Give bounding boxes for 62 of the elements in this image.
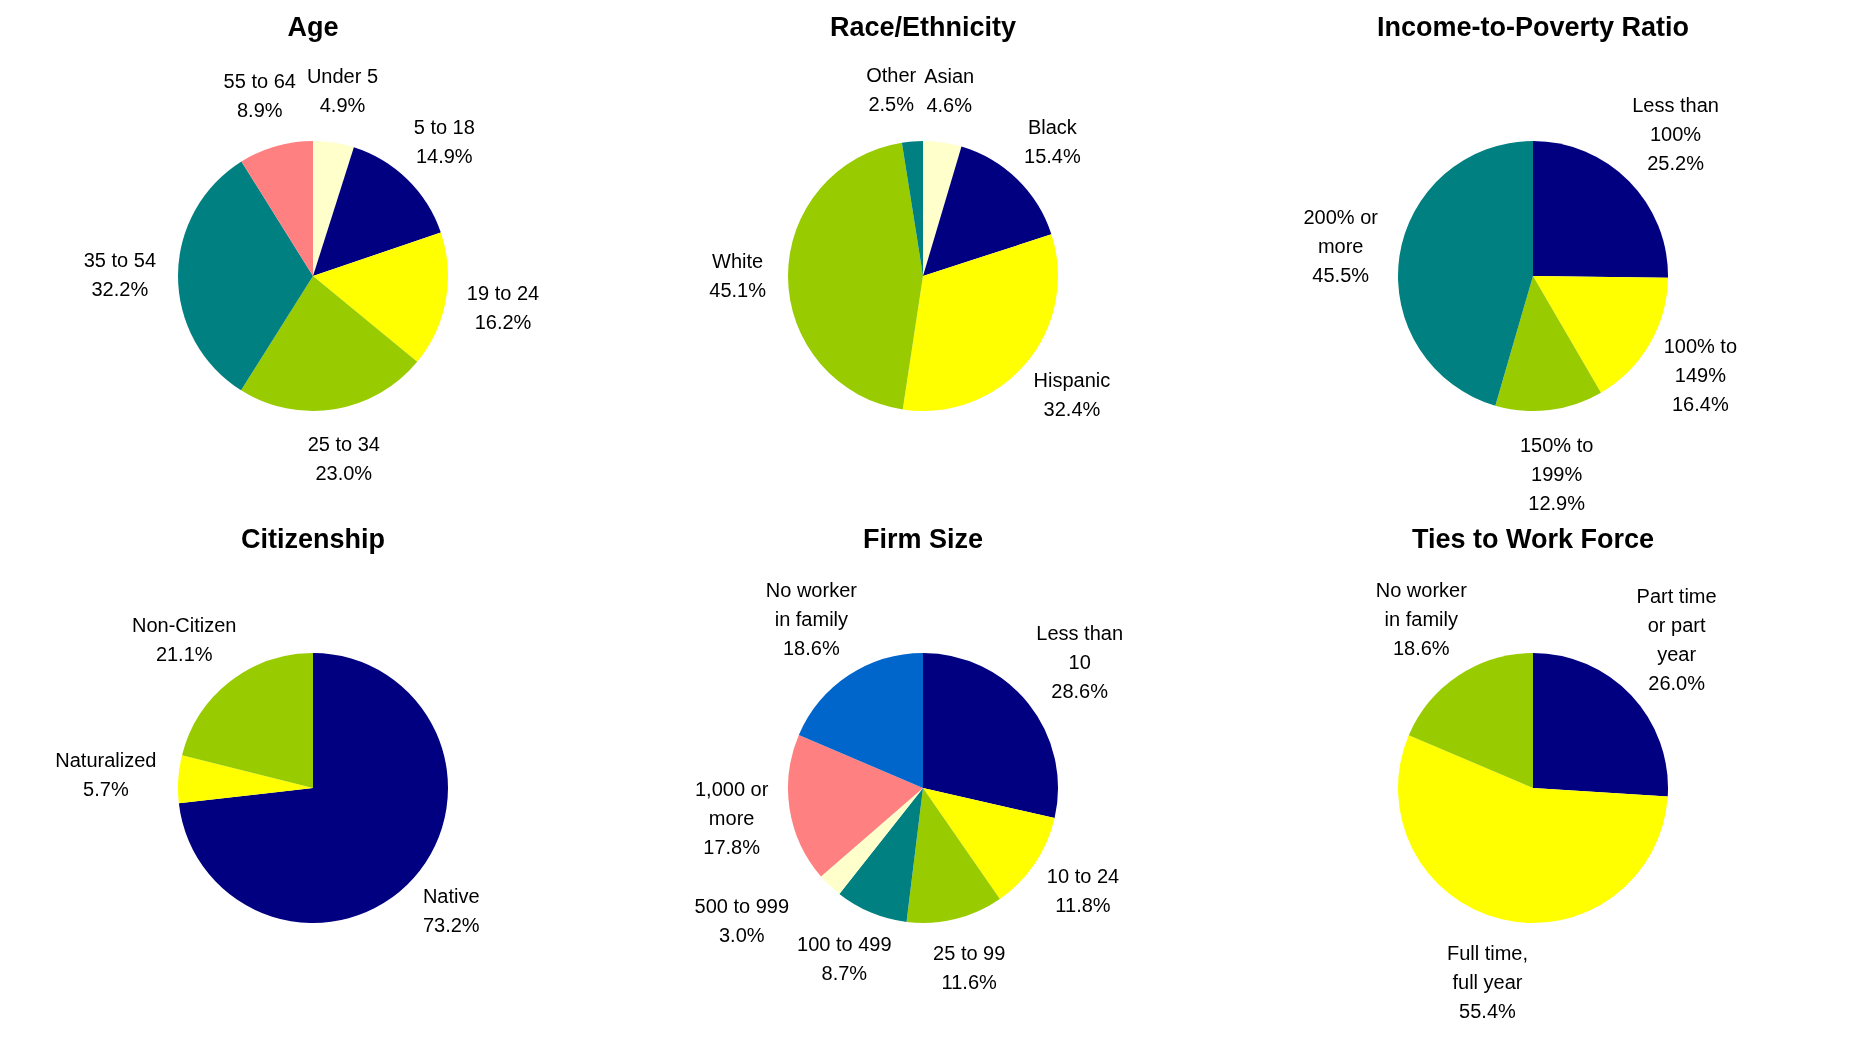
data-label: 5.7% [83, 777, 129, 800]
data-label: 11.8% [1055, 894, 1111, 917]
data-label: 16.4% [1671, 393, 1729, 416]
slice-label: Asian [924, 64, 975, 87]
chart-title: Citizenship [240, 523, 386, 556]
slice-label: Under 5 [306, 65, 379, 88]
chart-title: Income-to-Poverty Ratio [1375, 11, 1690, 44]
slice-label: Hispanic [1033, 369, 1111, 392]
data-label: 18.6% [782, 637, 840, 660]
slice-label: 100 to 499 [797, 932, 892, 955]
data-label: 4.6% [926, 93, 973, 116]
slice-label: Less than 10 [1036, 621, 1124, 673]
data-label: 15.4% [1024, 144, 1081, 167]
slice-label: 35 to 54 [83, 248, 157, 271]
slice-label: Naturalized [55, 748, 157, 771]
slice-label: 55 to 64 [223, 70, 296, 93]
data-label: 25.2% [1647, 151, 1705, 174]
data-label: 32.4% [1043, 398, 1101, 421]
slice-label: Native [422, 884, 480, 907]
slice-label: 5 to 18 [413, 116, 475, 139]
slice-label: 25 to 99 [933, 941, 1006, 964]
slice-label: 150% to 199% [1519, 433, 1594, 485]
data-label: 21.1% [155, 643, 213, 666]
data-label: 17.8% [703, 835, 761, 858]
slice-label: 200% or more [1303, 206, 1379, 258]
data-label: 4.9% [319, 94, 366, 117]
data-label: 55.4% [1459, 999, 1517, 1022]
slice-label: Full time, full year [1446, 941, 1529, 993]
slice-label: No worker in family [1375, 579, 1468, 631]
slice-label: White [712, 249, 764, 272]
data-label: 12.9% [1528, 491, 1586, 514]
data-label: 26.0% [1648, 671, 1706, 694]
slice-label: Part time or part year [1636, 584, 1717, 665]
data-label: 8.7% [821, 961, 868, 984]
data-label: 11.6% [941, 970, 998, 993]
data-label: 14.9% [415, 145, 473, 168]
slice-label: 25 to 34 [307, 432, 380, 455]
slice-label: Less than 100% [1632, 93, 1719, 145]
slice-label: 10 to 24 [1046, 865, 1120, 888]
slice-label: 19 to 24 [466, 282, 540, 305]
chart-title: Ties to Work Force [1410, 523, 1656, 556]
chart-title: Age [286, 11, 340, 44]
data-label: 8.9% [236, 99, 283, 122]
slice-label: 1,000 or more [694, 777, 769, 829]
slice-label: Non-Citizen [131, 614, 237, 637]
data-label: 28.6% [1051, 679, 1109, 702]
slice-label: No worker in family [765, 579, 858, 631]
chart-title: Race/Ethnicity [828, 11, 1018, 44]
data-label: 2.5% [868, 92, 915, 115]
data-label: 3.0% [718, 924, 765, 947]
data-label: 18.6% [1392, 637, 1450, 660]
slice-label: Black [1027, 115, 1078, 138]
data-label: 23.0% [315, 461, 373, 484]
data-label: 45.1% [709, 278, 767, 301]
slice-label: Other [866, 63, 917, 86]
data-label: 16.2% [474, 311, 532, 334]
data-label: 45.5% [1312, 264, 1370, 287]
slice-label: 100% to 149% [1663, 335, 1738, 387]
data-label: 32.2% [91, 277, 149, 300]
data-label: 73.2% [422, 913, 480, 936]
chart-title: Firm Size [861, 523, 984, 556]
slice-label: 500 to 999 [694, 895, 790, 918]
